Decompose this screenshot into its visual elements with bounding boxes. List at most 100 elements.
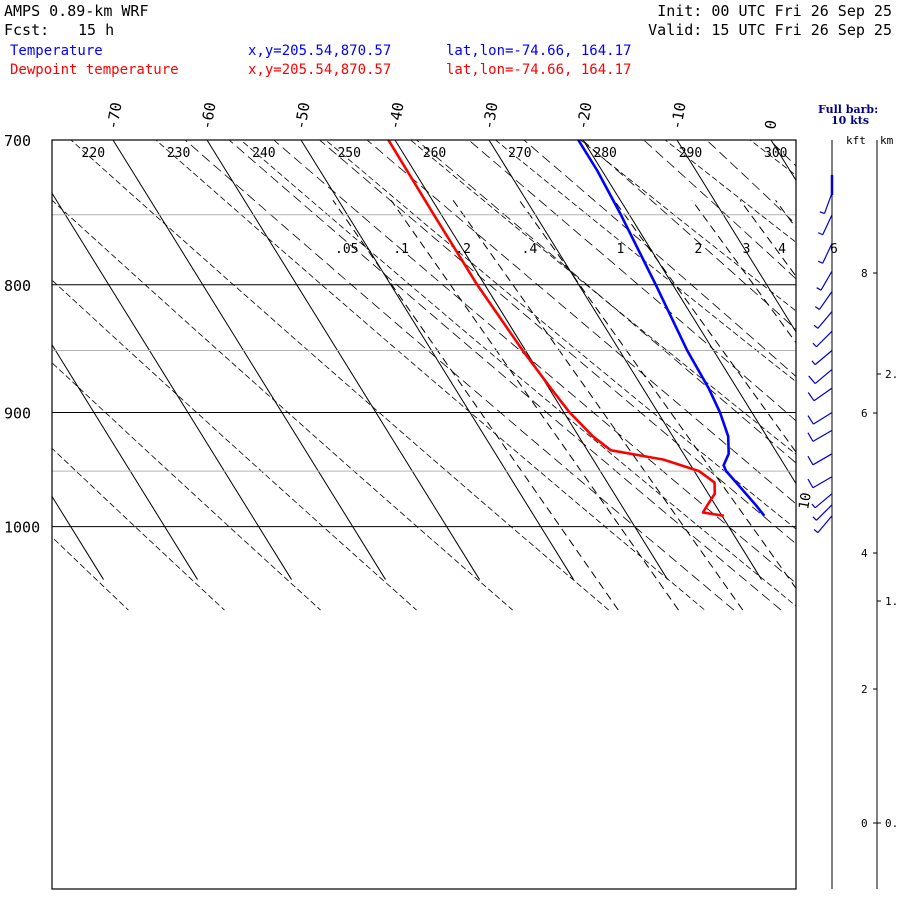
dry-adiabat-label: 220 bbox=[82, 146, 105, 161]
kft-tick-label: 8 bbox=[861, 267, 868, 280]
mixing-ratio-line bbox=[691, 199, 796, 344]
dry-adiabat-line bbox=[70, 140, 610, 611]
wind-barb-flag bbox=[807, 415, 814, 425]
dry-adiabat-label: 260 bbox=[423, 146, 446, 161]
dry-adiabat-label: 300 bbox=[764, 146, 787, 161]
wind-barb-staff bbox=[816, 330, 833, 348]
barb-legend-line2: 10 kts bbox=[831, 114, 870, 127]
dry-adiabat-label: 250 bbox=[337, 146, 360, 161]
mixing-ratio-label: 3 bbox=[743, 242, 751, 257]
wind-barb-flag bbox=[811, 360, 816, 366]
moist-adiabat-line bbox=[581, 140, 796, 330]
isotherm-line bbox=[676, 140, 796, 333]
moist-adiabat-line bbox=[184, 140, 735, 611]
wind-barb bbox=[817, 243, 833, 264]
isotherm-line bbox=[394, 140, 668, 580]
wind-barb-staff bbox=[814, 368, 833, 385]
dry-adiabat-line bbox=[730, 60, 900, 610]
forecast-hour: 15 h bbox=[78, 21, 115, 39]
wind-barb-flag bbox=[816, 287, 822, 291]
wind-barb-staff bbox=[822, 214, 833, 235]
barb-legend-line1: Full barb: bbox=[818, 103, 879, 116]
wind-barb bbox=[813, 515, 833, 534]
moist-adiabat-line bbox=[318, 140, 796, 545]
wind-barb-staff bbox=[823, 192, 833, 214]
dry-adiabat-line bbox=[896, 60, 900, 610]
mixing-ratio-line bbox=[775, 199, 796, 229]
temperature-tick-label: -10 bbox=[667, 101, 689, 131]
kft-tick-label: 2 bbox=[861, 683, 868, 696]
wind-barb-flag bbox=[808, 375, 816, 384]
moist-adiabat-line bbox=[273, 140, 796, 584]
km-axis-title: km bbox=[880, 134, 894, 147]
wind-barb bbox=[819, 192, 833, 215]
wind-barb-staff bbox=[817, 515, 833, 534]
temperature-tick-label: 0 bbox=[761, 119, 780, 131]
dewpoint-trace bbox=[387, 140, 725, 518]
wind-barb bbox=[814, 291, 833, 311]
wind-barb-flag bbox=[812, 516, 817, 521]
model-title: AMPS 0.89-km WRF bbox=[4, 2, 149, 20]
dry-adiabat-label: 270 bbox=[508, 146, 531, 161]
isotherm-line bbox=[300, 140, 574, 580]
mixing-ratio-line bbox=[452, 199, 744, 611]
wind-barb bbox=[811, 350, 833, 366]
isotherm-line bbox=[770, 140, 796, 182]
wind-barb-staff bbox=[814, 350, 833, 366]
mixing-ratio-label: .1 bbox=[393, 242, 409, 257]
pressure-tick-label: 800 bbox=[4, 277, 31, 295]
moist-adiabat-line bbox=[523, 140, 796, 378]
isotherm-line bbox=[488, 140, 762, 580]
wind-barb-staff bbox=[813, 411, 833, 425]
dry-adiabat-line bbox=[664, 140, 796, 243]
wind-barb-staff bbox=[816, 504, 833, 521]
mixing-ratio-label: 4 bbox=[778, 242, 786, 257]
moist-adiabat-line bbox=[643, 140, 796, 280]
dry-adiabat-line bbox=[409, 140, 796, 455]
dry-adiabat-line bbox=[155, 140, 706, 611]
moist-adiabat-line bbox=[366, 140, 796, 505]
isotherm-line bbox=[52, 192, 292, 580]
wind-barb-staff bbox=[814, 493, 833, 509]
wind-barb-flag bbox=[817, 232, 823, 236]
wind-barb-staff bbox=[812, 453, 833, 466]
moist-adiabat-line bbox=[706, 140, 796, 225]
pressure-tick-label: 900 bbox=[4, 404, 31, 422]
pressure-tick-label: 700 bbox=[4, 132, 31, 150]
mixing-ratio-line bbox=[390, 199, 679, 611]
dry-adiabat-line bbox=[52, 362, 321, 611]
wind-barb bbox=[807, 453, 833, 466]
dry-adiabat-line bbox=[494, 140, 796, 383]
wind-barb-flag bbox=[807, 432, 814, 442]
wind-barb-flag bbox=[812, 342, 817, 348]
km-tick-label: 1. bbox=[885, 595, 898, 608]
moist-adiabat-line bbox=[415, 140, 796, 464]
temperature-tick-label: -70 bbox=[103, 101, 125, 131]
wind-barb-staff bbox=[817, 311, 833, 329]
wind-barb-flag bbox=[817, 260, 823, 264]
plot-frame bbox=[51, 139, 797, 890]
wind-barb-staff bbox=[812, 429, 833, 442]
mixing-ratio-line bbox=[518, 199, 796, 590]
kft-tick-label: 6 bbox=[861, 407, 868, 420]
dry-adiabat-line bbox=[579, 140, 796, 312]
wind-barb-staff bbox=[820, 270, 833, 291]
moist-adiabat-line bbox=[468, 140, 796, 422]
dry-adiabat-label: 290 bbox=[679, 146, 702, 161]
mixing-ratio-label: 2 bbox=[694, 242, 702, 257]
legend-temperature-name: Temperature bbox=[10, 43, 103, 59]
isotherm-line bbox=[206, 140, 480, 580]
mixing-ratio-label: .2 bbox=[455, 242, 471, 257]
wind-barb-flag bbox=[813, 324, 819, 329]
mixing-ratio-label: 1 bbox=[617, 242, 625, 257]
isotherm-line bbox=[112, 140, 386, 580]
mixing-ratio-line bbox=[739, 199, 796, 278]
wind-barb-flag bbox=[811, 503, 816, 509]
wind-barb bbox=[807, 476, 833, 489]
temperature-tick-label: -30 bbox=[479, 101, 501, 131]
mixing-ratio-label: 6 bbox=[830, 242, 838, 257]
forecast-label: Fcst: bbox=[4, 21, 50, 39]
legend-dewpoint-xy: x,y=205.54,870.57 bbox=[248, 62, 392, 78]
wind-barb bbox=[807, 411, 833, 425]
